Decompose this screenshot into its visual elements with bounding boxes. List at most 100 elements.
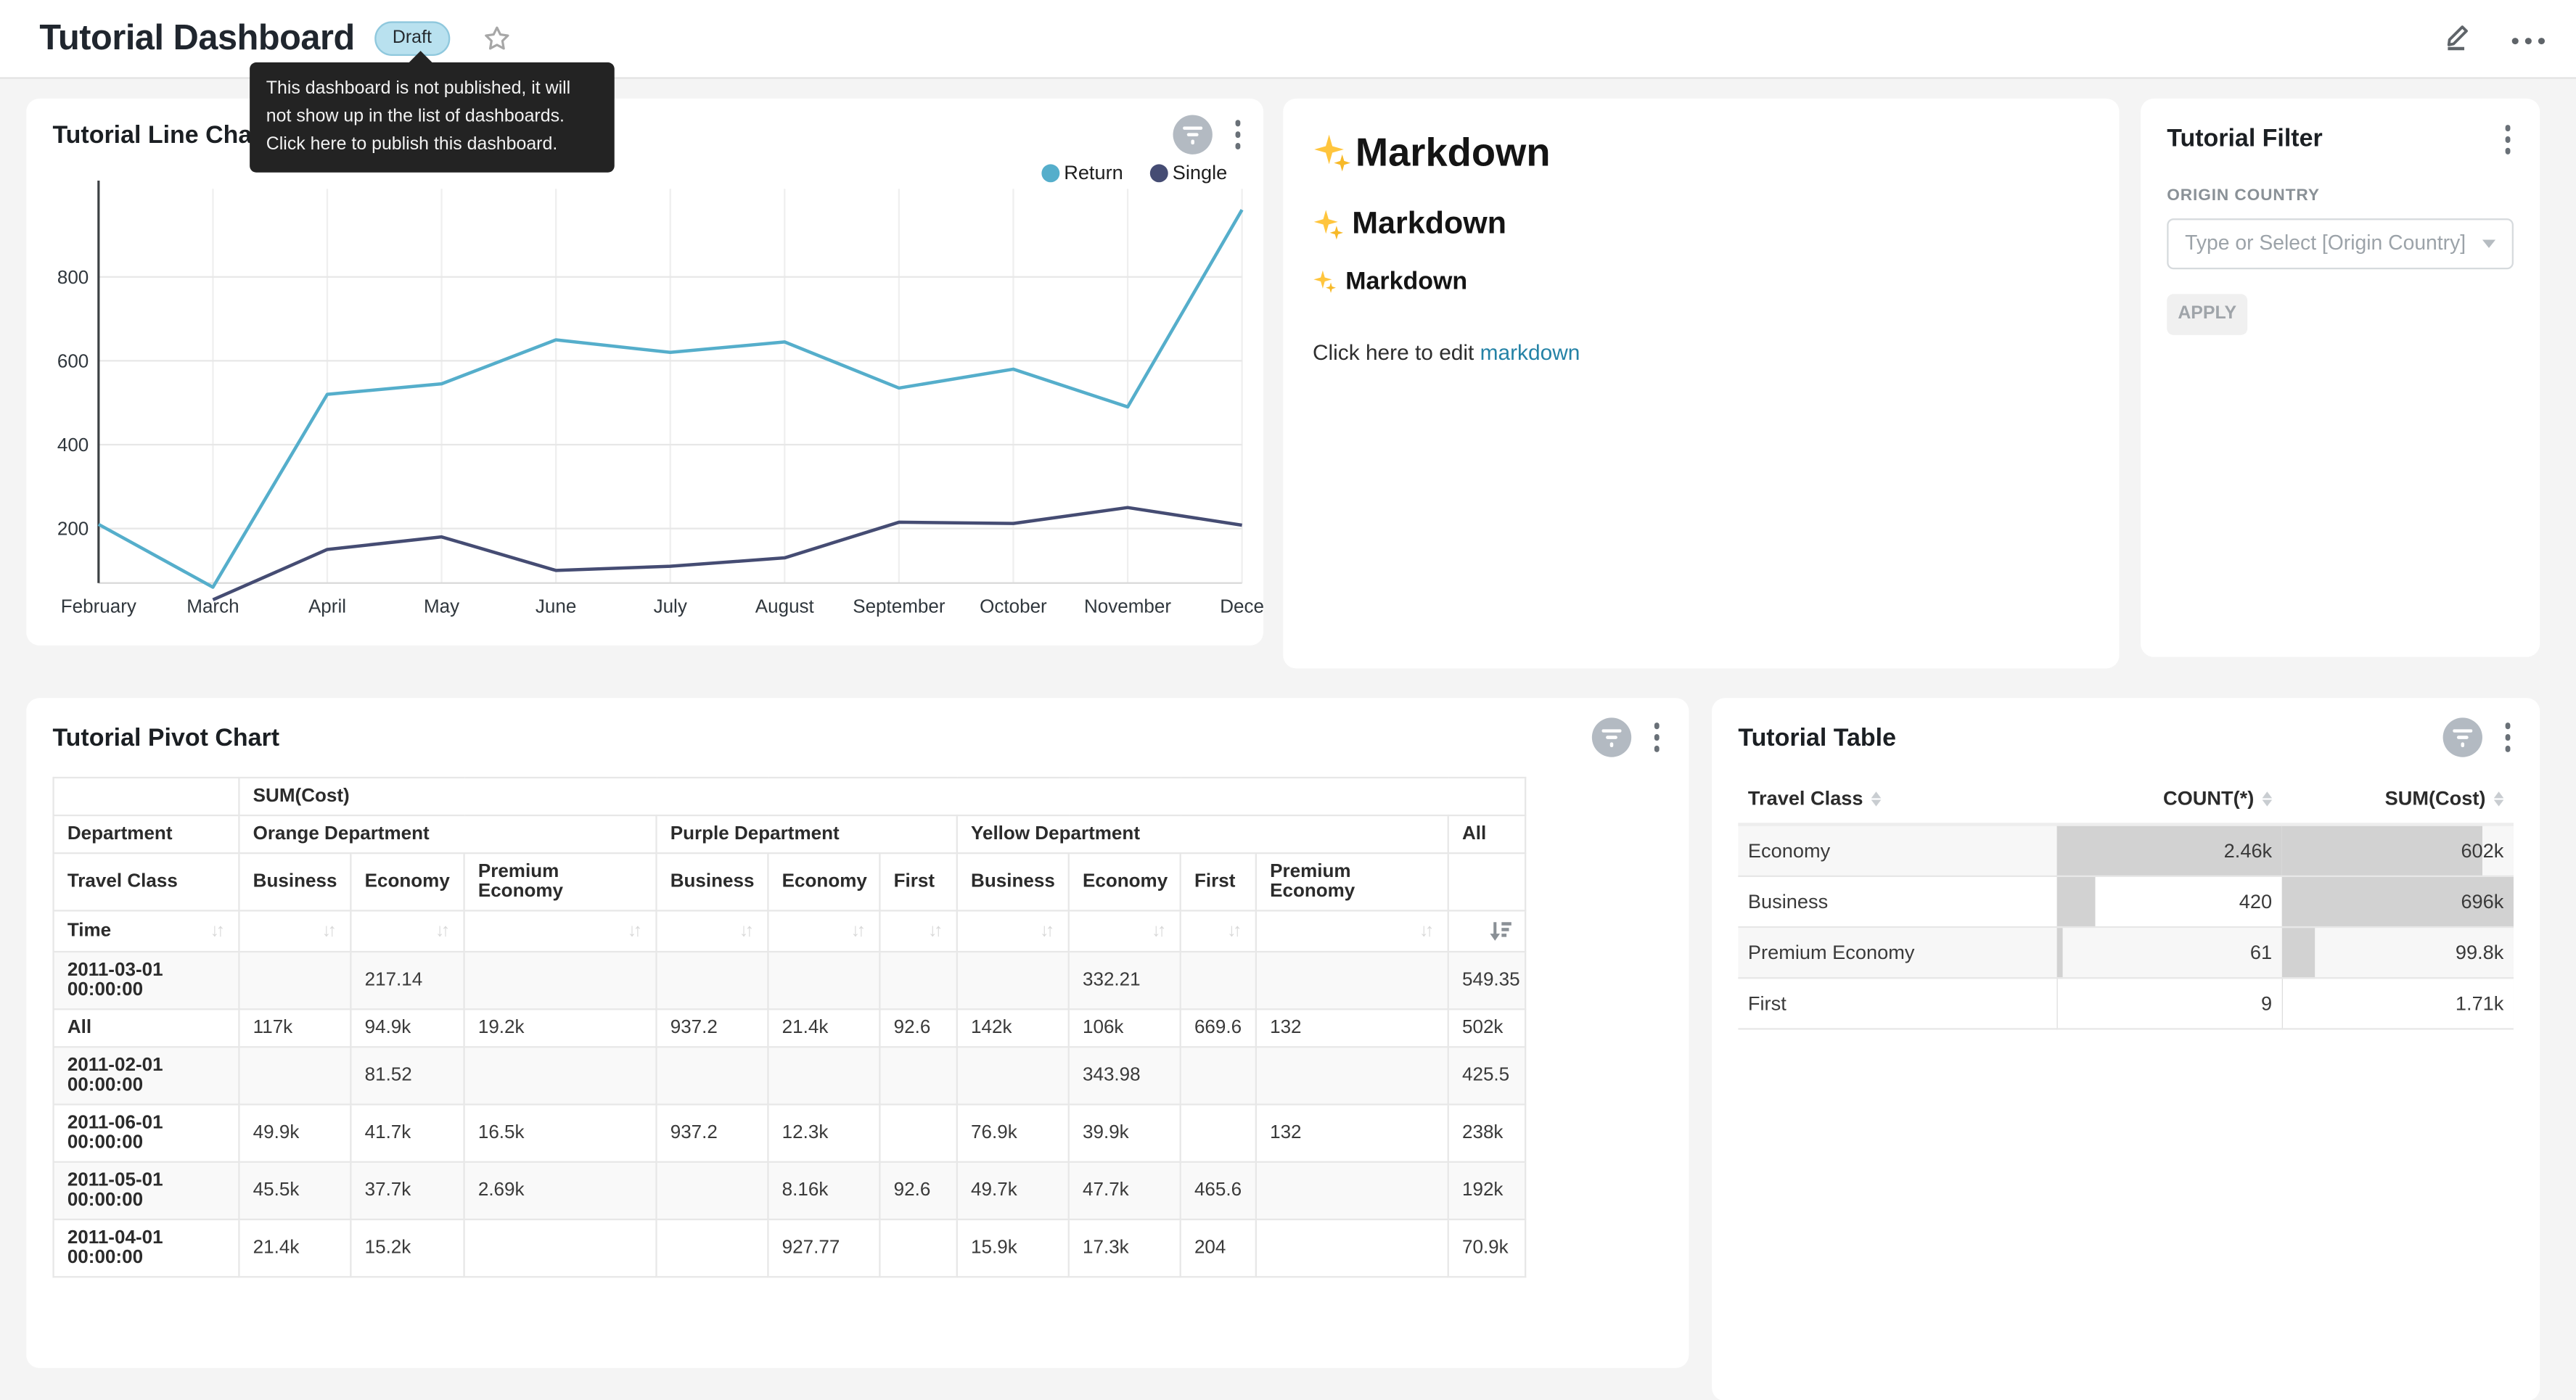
sort-icon[interactable]: ↓↑ bbox=[928, 921, 943, 942]
pivot-cell: 332.21 bbox=[1067, 950, 1181, 1010]
pivot-sort-cell[interactable]: ↓↑ bbox=[238, 910, 352, 953]
pivot-sort-cell[interactable]: ↓↑ bbox=[463, 910, 657, 953]
pivot-row: All 117k 94.9k 19.2k 937.2 21.4k 92.6 142k 106k 6… bbox=[52, 1008, 1527, 1048]
pivot-cell: 669.6 bbox=[1179, 1008, 1257, 1048]
sort-desc-icon[interactable] bbox=[1489, 920, 1512, 943]
apply-button[interactable]: APPLY bbox=[2167, 293, 2248, 334]
kebab-menu-icon[interactable] bbox=[2501, 720, 2514, 755]
pivot-row-label: 2011-03-01 00:00:00 bbox=[52, 950, 240, 1010]
pivot-cell bbox=[1255, 1046, 1449, 1105]
col-sum-cost[interactable]: SUM(Cost) bbox=[2281, 773, 2514, 826]
pivot-row-label: 2011-06-01 00:00:00 bbox=[52, 1103, 240, 1163]
pivot-cell bbox=[238, 1046, 352, 1105]
svg-text:600: 600 bbox=[57, 350, 89, 371]
pivot-cell bbox=[956, 950, 1070, 1010]
pivot-col-group: Orange Department bbox=[238, 814, 657, 855]
sort-icon[interactable]: ↓↑ bbox=[1152, 921, 1166, 942]
col-travel-class[interactable]: Travel Class bbox=[1738, 773, 2057, 826]
pivot-sort-cell[interactable]: ↓↑ bbox=[350, 910, 465, 953]
line-chart-panel: Tutorial Line Chart Return Single bbox=[26, 98, 1264, 646]
pivot-cell bbox=[655, 1046, 769, 1105]
pivot-cell bbox=[879, 1218, 958, 1278]
pivot-cell: 8.16k bbox=[767, 1161, 881, 1221]
sort-icon[interactable]: ↓↑ bbox=[627, 921, 642, 942]
more-ellipsis-icon[interactable] bbox=[2510, 25, 2546, 54]
sort-icon[interactable]: ↓↑ bbox=[210, 921, 225, 942]
svg-text:400: 400 bbox=[57, 434, 89, 456]
pivot-time-label[interactable]: Time ↓↑ bbox=[52, 910, 240, 953]
page-title: Tutorial Dashboard bbox=[39, 17, 355, 58]
markdown-body: Click here to edit markdown bbox=[1312, 339, 1580, 365]
sort-carets-icon bbox=[1871, 792, 1882, 807]
svg-text:September: September bbox=[853, 595, 946, 617]
pivot-metric-row: SUM(Cost) bbox=[52, 776, 1527, 817]
sort-icon[interactable]: ↓↑ bbox=[435, 921, 450, 942]
markdown-h2: Markdown bbox=[1313, 207, 2090, 243]
pivot-cell bbox=[463, 1046, 657, 1105]
series-line-single bbox=[212, 506, 1242, 601]
filter-scope-icon[interactable] bbox=[1172, 115, 1212, 155]
pivot-class-row: Travel Class Business Economy Premium Econo… bbox=[52, 852, 1527, 912]
sort-icon[interactable]: ↓↑ bbox=[321, 921, 337, 942]
sort-icon[interactable]: ↓↑ bbox=[1227, 921, 1242, 942]
pivot-chart-panel: Tutorial Pivot Chart SUM(Cost) Department… bbox=[26, 698, 1689, 1368]
pivot-cell: 49.7k bbox=[956, 1161, 1070, 1221]
sparkles-icon bbox=[1314, 134, 1351, 172]
pivot-cell bbox=[956, 1046, 1070, 1105]
pivot-col-label: Premium Economy bbox=[463, 852, 657, 912]
table-title: Tutorial Table bbox=[1738, 723, 1896, 752]
table-row: Economy 2.46k 602k bbox=[1738, 824, 2514, 877]
sort-icon[interactable]: ↓↑ bbox=[1419, 921, 1434, 942]
kebab-menu-icon[interactable] bbox=[1231, 117, 1244, 152]
pivot-table: SUM(Cost) Department Orange Department Purp… bbox=[52, 776, 1527, 1278]
pivot-sort-cell[interactable]: ↓↑ bbox=[1255, 910, 1449, 953]
svg-text:Dece: Dece bbox=[1220, 595, 1263, 617]
travel-class-table: Travel Class COUNT(*) SUM(Cost) Economy 2.4… bbox=[1738, 773, 2514, 1030]
edit-pencil-icon[interactable] bbox=[2443, 20, 2474, 59]
markdown-panel[interactable]: Markdown Markdown Markdown Click here to… bbox=[1283, 98, 2120, 669]
sort-carets-icon bbox=[2262, 792, 2273, 807]
line-chart-title: Tutorial Line Chart bbox=[52, 120, 270, 149]
pivot-department-row: Department Orange Department Purple Depart… bbox=[52, 814, 1527, 855]
pivot-cell: 343.98 bbox=[1067, 1046, 1181, 1105]
pivot-sort-cell[interactable]: ↓↑ bbox=[956, 910, 1070, 953]
pivot-cell bbox=[879, 1046, 958, 1105]
filter-scope-icon[interactable] bbox=[2442, 717, 2482, 757]
pivot-sort-cell[interactable] bbox=[1447, 910, 1527, 953]
pivot-sort-cell[interactable]: ↓↑ bbox=[767, 910, 881, 953]
origin-country-label: ORIGIN COUNTRY bbox=[2167, 186, 2320, 205]
filter-scope-icon[interactable] bbox=[1591, 717, 1631, 757]
pivot-row-label: All bbox=[52, 1008, 240, 1048]
markdown-link[interactable]: markdown bbox=[1480, 339, 1580, 365]
col-count[interactable]: COUNT(*) bbox=[2056, 773, 2282, 826]
sum-cell: 1.71k bbox=[2281, 978, 2514, 1030]
sort-icon[interactable]: ↓↑ bbox=[1040, 921, 1054, 942]
pivot-cell: 92.6 bbox=[879, 1161, 958, 1221]
pivot-sort-cell[interactable]: ↓↑ bbox=[1179, 910, 1257, 953]
markdown-h3: Markdown bbox=[1313, 268, 2090, 296]
legend-dot-return bbox=[1041, 163, 1059, 182]
pivot-sort-cell[interactable]: ↓↑ bbox=[879, 910, 958, 953]
sort-icon[interactable]: ↓↑ bbox=[850, 921, 866, 942]
sort-icon[interactable]: ↓↑ bbox=[739, 921, 754, 942]
pivot-cell: 217.14 bbox=[350, 950, 465, 1010]
svg-text:May: May bbox=[424, 595, 459, 617]
pivot-col-label: First bbox=[879, 852, 958, 912]
travel-class-cell: Premium Economy bbox=[1738, 927, 2057, 979]
origin-country-select[interactable]: Type or Select [Origin Country] bbox=[2167, 217, 2514, 269]
pivot-col-group: All bbox=[1447, 814, 1527, 855]
pivot-col-label: Economy bbox=[1067, 852, 1181, 912]
pivot-cell: 2.69k bbox=[463, 1161, 657, 1221]
pivot-cell bbox=[463, 1218, 657, 1278]
pivot-sort-cell[interactable]: ↓↑ bbox=[1067, 910, 1181, 953]
pivot-cell: 49.9k bbox=[238, 1103, 352, 1163]
kebab-menu-icon[interactable] bbox=[2501, 122, 2514, 157]
pivot-time-row: Time ↓↑ ↓↑ ↓↑ ↓↑ ↓↑ ↓↑ ↓↑ ↓↑ ↓↑ ↓↑ ↓↑ bbox=[52, 910, 1527, 953]
kebab-menu-icon[interactable] bbox=[1650, 720, 1662, 755]
favorite-star-icon[interactable] bbox=[483, 25, 510, 52]
filter-panel-title: Tutorial Filter bbox=[2167, 125, 2323, 154]
legend-item-single[interactable]: Single bbox=[1149, 161, 1227, 184]
legend-item-return[interactable]: Return bbox=[1041, 161, 1123, 184]
pivot-sort-cell[interactable]: ↓↑ bbox=[655, 910, 769, 953]
